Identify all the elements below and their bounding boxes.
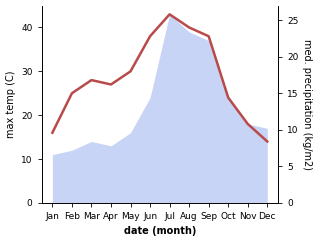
Y-axis label: med. precipitation (kg/m2): med. precipitation (kg/m2) xyxy=(302,39,313,170)
X-axis label: date (month): date (month) xyxy=(124,227,196,236)
Y-axis label: max temp (C): max temp (C) xyxy=(5,70,16,138)
